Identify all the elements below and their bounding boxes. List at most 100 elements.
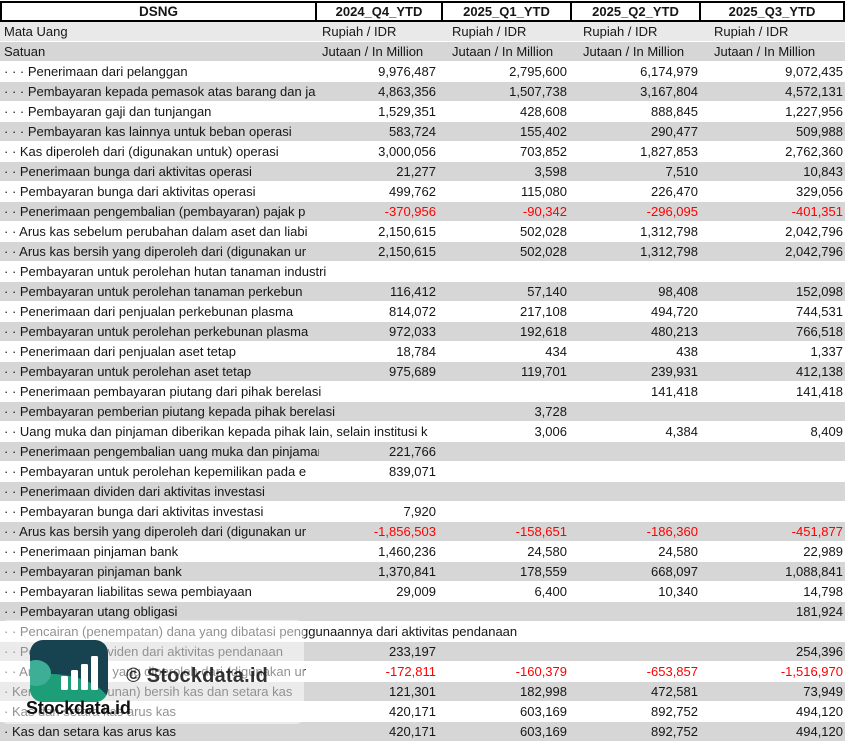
cell-value: 22,989 — [803, 544, 843, 559]
cell-value: 420,171 — [389, 724, 436, 739]
row-label: · · Pembayaran untuk perolehan hutan tan… — [4, 264, 327, 279]
cell-value: 412,138 — [796, 364, 843, 379]
table-row: · · · Pembayaran kas lainnya untuk beban… — [0, 122, 845, 142]
cell-value: 217,108 — [520, 304, 567, 319]
cell-value: 24,580 — [658, 544, 698, 559]
cell-value: 10,843 — [803, 164, 843, 179]
table-row: Satuan Jutaan / In Million Jutaan / In Mil… — [0, 42, 845, 62]
table-row: · · Pembayaran pinjaman bank 1,370,841 178… — [0, 562, 845, 582]
cell-value: -296,095 — [646, 204, 698, 219]
table-row: · · · Penerimaan dari pelanggan 9,976,487… — [0, 62, 845, 82]
cell-value: 2,762,360 — [785, 144, 843, 159]
cell-value: 178,559 — [520, 564, 567, 579]
cell-value: 4,863,356 — [378, 84, 436, 99]
cell-value: 1,312,798 — [640, 244, 698, 259]
cell-value: 480,213 — [651, 324, 698, 339]
cell-value: 192,618 — [520, 324, 567, 339]
cell-value: 509,988 — [796, 124, 843, 139]
cell-value: 181,924 — [796, 604, 843, 619]
cell-value: Rupiah / IDR — [714, 24, 789, 39]
cell-value: 3,000,056 — [378, 144, 436, 159]
table-row: · · Penerimaan dari penjualan aset tetap… — [0, 342, 845, 362]
cell-value: 233,197 — [389, 644, 436, 659]
cell-value: 1,507,738 — [509, 84, 567, 99]
cell-value: 428,608 — [520, 104, 567, 119]
table-row: · · · Pembayaran gaji dan tunjangan 1,529… — [0, 102, 845, 122]
cell-value: Rupiah / IDR — [322, 24, 397, 39]
cell-value: 494,720 — [651, 304, 698, 319]
column-header: 2025_Q2_YTD — [572, 3, 701, 20]
cell-value — [319, 402, 449, 421]
table-row: · · Penerimaan pengembalian (pembayaran)… — [0, 202, 845, 222]
cell-value — [580, 482, 711, 501]
cell-value: 972,033 — [389, 324, 436, 339]
cell-value: -1,856,503 — [373, 524, 436, 539]
cell-value: 502,028 — [520, 244, 567, 259]
row-label: · · Pembayaran pinjaman bank — [4, 564, 182, 579]
cell-value: 1,827,853 — [640, 144, 698, 159]
cell-value: 18,784 — [396, 344, 436, 359]
cell-value: -653,857 — [646, 664, 698, 679]
cell-value: 24,580 — [527, 544, 567, 559]
table-row: · · Pembayaran pemberian piutang kepada … — [0, 402, 845, 422]
row-label: · · Pembayaran untuk perolehan aset teta… — [4, 364, 252, 379]
table-row: · · Arus kas sebelum perubahan dalam ase… — [0, 222, 845, 242]
cell-value: 14,798 — [803, 584, 843, 599]
row-label: · · Pembayaran bunga dari aktivitas oper… — [4, 184, 256, 199]
cell-value: 892,752 — [651, 724, 698, 739]
column-header: 2024_Q4_YTD — [317, 3, 443, 20]
cell-value: 1,312,798 — [640, 224, 698, 239]
cell-value — [449, 642, 580, 661]
cell-value — [580, 442, 711, 461]
table-row: · · Pembayaran untuk perolehan tanaman p… — [0, 282, 845, 302]
cell-value: 583,724 — [389, 124, 436, 139]
watermark-copyright: © Stockdata.id — [126, 665, 269, 687]
cell-value — [580, 402, 711, 421]
cell-value: 603,169 — [520, 724, 567, 739]
cell-value — [711, 402, 845, 421]
cell-value: 29,009 — [396, 584, 436, 599]
cell-value — [580, 462, 711, 481]
cell-value: 494,120 — [796, 724, 843, 739]
row-label: · · · Pembayaran kas lainnya untuk beban… — [4, 124, 292, 139]
row-label: · · Penerimaan pengembalian uang muka da… — [4, 444, 319, 459]
row-label: · · · Pembayaran gaji dan tunjangan — [4, 104, 212, 119]
row-label: · · Pembayaran liabilitas sewa pembiayaa… — [4, 584, 252, 599]
cell-value: 1,337 — [810, 344, 843, 359]
cell-value — [449, 462, 580, 481]
row-label: · · Penerimaan bunga dari aktivitas oper… — [4, 164, 252, 179]
cell-value: 141,418 — [651, 384, 698, 399]
table-row: Mata Uang Rupiah / IDR Rupiah / IDR Rupiah … — [0, 22, 845, 42]
cell-value: 239,931 — [651, 364, 698, 379]
cell-value — [711, 622, 845, 641]
cell-value: Jutaan / In Million — [452, 44, 554, 59]
cell-value: 9,976,487 — [378, 64, 436, 79]
cell-value: 502,028 — [520, 224, 567, 239]
cell-value — [580, 622, 711, 641]
table-row: · · Pembayaran untuk perolehan kepemilik… — [0, 462, 845, 482]
cell-value: Jutaan / In Million — [583, 44, 685, 59]
row-label: · · Kas diperoleh dari (digunakan untuk)… — [4, 144, 279, 159]
cell-value: 3,006 — [534, 424, 567, 439]
table-row: · · Arus kas bersih yang diperoleh dari … — [0, 522, 845, 542]
row-label: · · Penerimaan pembayaran piutang dari p… — [4, 384, 322, 399]
table-row: · · Pembayaran bunga dari aktivitas inve… — [0, 502, 845, 522]
cell-value: 226,470 — [651, 184, 698, 199]
cell-value — [580, 602, 711, 621]
row-label: · · Pembayaran pemberian piutang kepada … — [4, 404, 335, 419]
cell-value: Rupiah / IDR — [583, 24, 658, 39]
cell-value — [319, 602, 449, 621]
row-label: · · Penerimaan dari penjualan perkebunan… — [4, 304, 294, 319]
row-label: · · Pembayaran bunga dari aktivitas inve… — [4, 504, 264, 519]
row-label: · Kas dan setara kas arus kas — [4, 724, 176, 739]
cell-value: 814,072 — [389, 304, 436, 319]
cell-value: 888,845 — [651, 104, 698, 119]
cell-value: 1,529,351 — [378, 104, 436, 119]
column-header: 2025_Q1_YTD — [443, 3, 572, 20]
table-row: · · Pembayaran untuk perolehan perkebuna… — [0, 322, 845, 342]
table-row: · · Pembayaran untuk perolehan hutan tan… — [0, 262, 845, 282]
row-label: · · Penerimaan pengembalian (pembayaran)… — [4, 204, 306, 219]
bar-chart-icon — [30, 640, 108, 702]
cell-value: 3,728 — [534, 404, 567, 419]
cell-value: 1,088,841 — [785, 564, 843, 579]
